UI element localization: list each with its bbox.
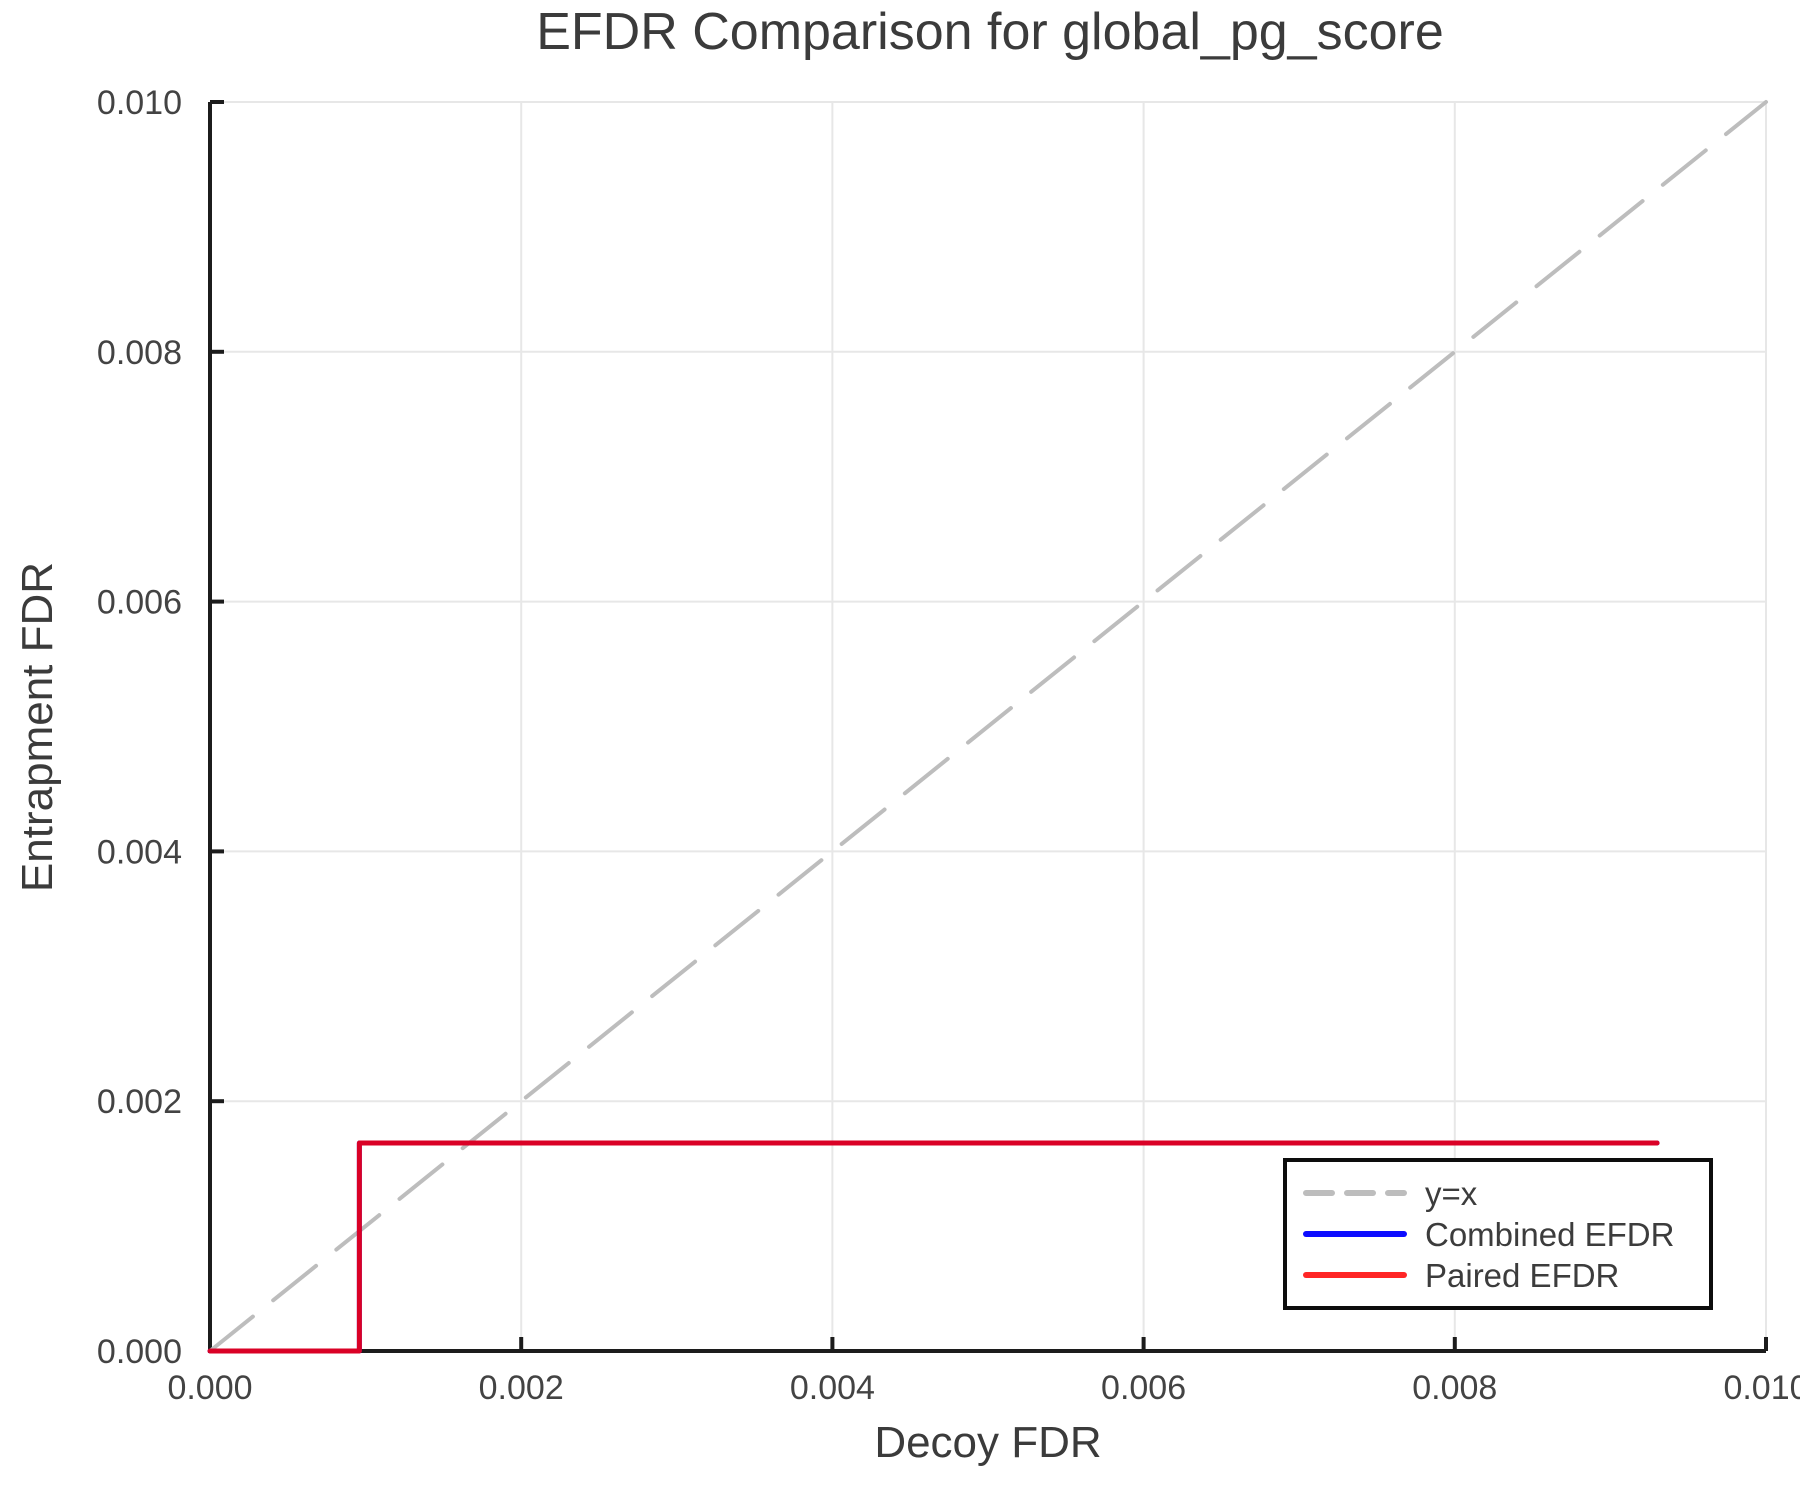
y-axis-label: Entrapment FDR <box>13 561 62 893</box>
legend-label: y=x <box>1425 1174 1478 1212</box>
legend-line-sample <box>1303 1272 1407 1278</box>
x-axis-label: Decoy FDR <box>874 1418 1102 1467</box>
x-tick-label: 0.008 <box>1412 1369 1497 1407</box>
y-tick-label: 0.004 <box>97 833 182 871</box>
x-tick-label: 0.006 <box>1101 1369 1186 1407</box>
legend-line-sample <box>1303 1190 1407 1196</box>
y-tick-label: 0.002 <box>97 1083 182 1121</box>
y-tick-label: 0.010 <box>97 84 182 122</box>
x-tick-label: 0.000 <box>167 1369 252 1407</box>
legend-line-sample <box>1303 1231 1407 1237</box>
x-tick-label: 0.004 <box>790 1369 875 1407</box>
x-tick-label: 0.002 <box>479 1369 564 1407</box>
legend-box: y=x Combined EFDR Paired EFDR <box>1283 1158 1713 1310</box>
x-tick-label: 0.010 <box>1723 1369 1800 1407</box>
legend-item-combined-efdr: Combined EFDR <box>1303 1214 1709 1255</box>
y-tick-label: 0.006 <box>97 584 182 622</box>
chart-title: EFDR Comparison for global_pg_score <box>536 3 1444 61</box>
legend-label: Combined EFDR <box>1425 1215 1675 1253</box>
legend-item-paired-efdr: Paired EFDR <box>1303 1255 1709 1296</box>
y-tick-label: 0.008 <box>97 334 182 372</box>
series-line-paired-efdr <box>207 1140 1660 1354</box>
y-tick-label: 0.000 <box>97 1333 182 1371</box>
legend-item-y-x: y=x <box>1303 1173 1709 1214</box>
legend-label: Paired EFDR <box>1425 1256 1620 1294</box>
